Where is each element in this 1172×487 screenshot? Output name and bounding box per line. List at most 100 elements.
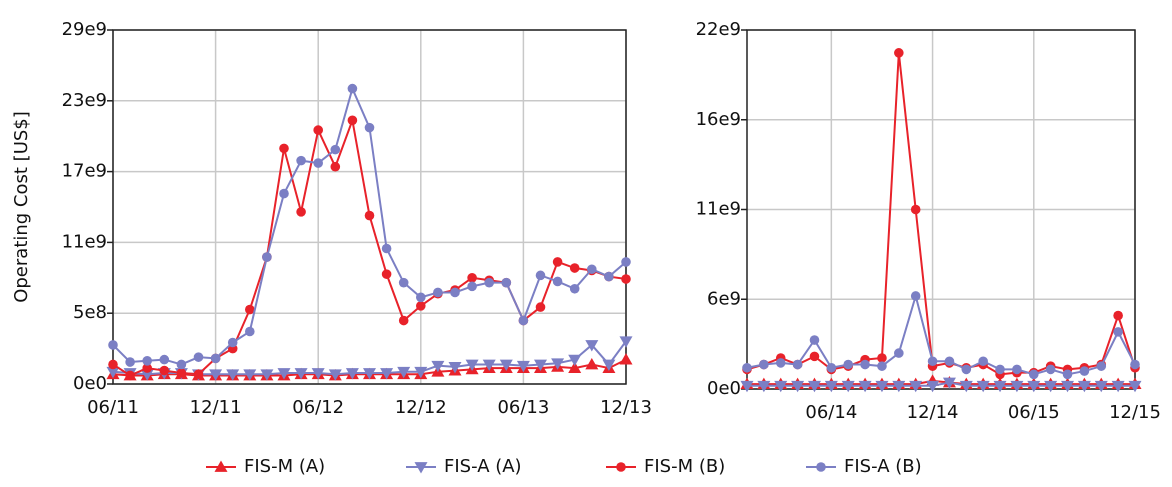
data-point	[313, 158, 324, 168]
data-point	[585, 357, 599, 370]
x-tick-label: 06/14	[805, 402, 857, 423]
data-point	[501, 277, 512, 288]
data-point	[142, 356, 152, 366]
data-point	[313, 125, 324, 135]
data-point	[227, 337, 238, 348]
y-tick-label: 5e8	[73, 302, 107, 323]
data-point	[1079, 366, 1090, 376]
data-point	[467, 273, 477, 283]
data-point	[296, 155, 306, 166]
data-point	[363, 368, 376, 380]
data-point	[1096, 361, 1107, 371]
y-tick-label: 16e9	[696, 109, 741, 130]
data-point	[1027, 380, 1041, 393]
data-point	[414, 366, 428, 379]
x-tick-label: 12/11	[190, 397, 242, 418]
data-point	[858, 380, 872, 393]
data-point	[995, 364, 1005, 375]
data-point	[364, 210, 375, 221]
data-point	[518, 315, 529, 326]
data-point	[619, 336, 633, 348]
data-point	[1077, 380, 1091, 393]
data-point	[279, 188, 289, 199]
data-point	[364, 122, 375, 133]
data-point	[742, 362, 752, 373]
data-point	[927, 356, 938, 367]
data-point	[226, 369, 240, 381]
data-point	[450, 287, 460, 298]
x-tick-label: 06/12	[292, 397, 344, 418]
data-point	[142, 363, 152, 373]
data-point	[1044, 380, 1058, 393]
data-point	[944, 356, 955, 367]
data-point	[535, 302, 546, 312]
data-point	[587, 264, 597, 275]
data-point	[108, 340, 118, 350]
data-point	[621, 257, 631, 267]
data-point	[330, 161, 341, 172]
data-point	[552, 257, 563, 267]
data-point	[841, 380, 855, 393]
data-point	[1130, 359, 1140, 370]
data-point	[416, 301, 426, 311]
data-point	[826, 362, 837, 373]
data-point	[860, 359, 870, 370]
data-point	[277, 368, 291, 380]
x-tick-label: 06/11	[87, 397, 139, 418]
data-point	[106, 366, 120, 379]
data-point	[209, 369, 223, 381]
data-point	[140, 369, 154, 381]
data-point	[1128, 380, 1142, 393]
legend-marker	[816, 462, 826, 472]
data-point	[910, 204, 921, 215]
data-point	[602, 359, 616, 371]
data-point	[311, 368, 325, 380]
data-point	[875, 380, 889, 393]
series-line	[746, 292, 1136, 376]
y-tick-label: 11e9	[696, 199, 741, 220]
legend-marker	[414, 462, 428, 474]
data-point	[467, 281, 477, 292]
data-point	[1113, 327, 1123, 337]
data-point	[398, 277, 409, 288]
data-point	[499, 359, 513, 371]
data-point	[380, 368, 394, 380]
y-tick-label: 0e0	[707, 378, 741, 399]
data-point	[482, 359, 496, 371]
data-point	[193, 352, 204, 362]
data-point	[431, 360, 445, 373]
data-point	[792, 359, 803, 370]
data-point	[568, 354, 582, 367]
data-point	[210, 353, 221, 364]
data-point	[757, 380, 771, 393]
data-point	[910, 291, 921, 301]
data-point	[245, 304, 255, 315]
data-point	[243, 369, 257, 381]
data-point	[176, 368, 187, 378]
data-point	[296, 207, 306, 217]
y-tick-label: 17e9	[62, 161, 107, 182]
legend-label: FIS-M (B)	[644, 456, 725, 477]
data-point	[125, 357, 135, 367]
data-point	[978, 356, 988, 367]
data-point	[381, 243, 392, 254]
data-point	[809, 351, 820, 362]
data-point	[791, 380, 805, 393]
data-point	[993, 380, 1007, 393]
x-tick-label: 06/15	[1008, 402, 1060, 423]
data-point	[245, 326, 255, 337]
data-point	[1113, 310, 1123, 321]
data-point	[552, 276, 563, 287]
data-point	[534, 359, 547, 371]
data-point	[397, 366, 411, 379]
data-point	[892, 380, 906, 393]
data-point	[448, 362, 462, 374]
data-point	[398, 315, 409, 326]
y-tick-label: 29e9	[62, 19, 107, 40]
data-point	[976, 380, 990, 393]
data-point	[330, 144, 341, 155]
data-point	[1111, 380, 1125, 393]
data-point	[942, 377, 956, 389]
data-point	[465, 359, 479, 371]
